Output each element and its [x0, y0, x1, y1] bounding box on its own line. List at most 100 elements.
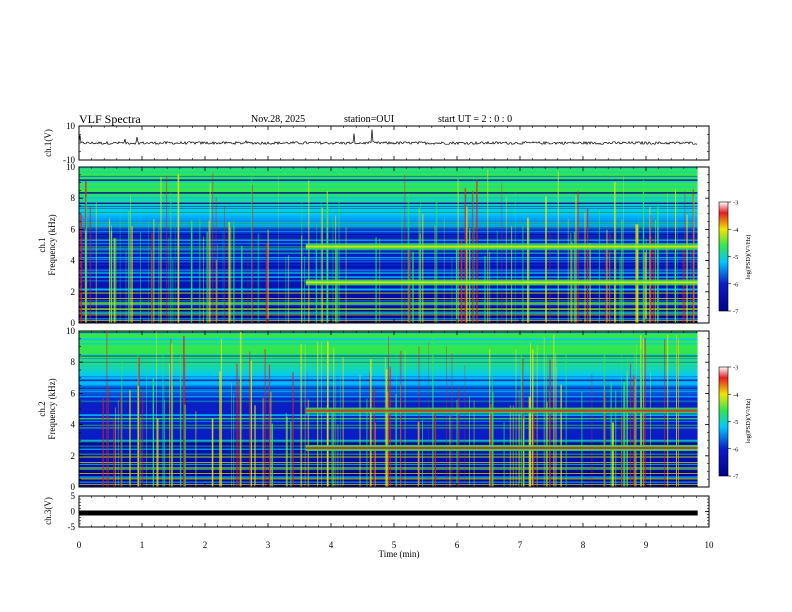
sferic-mark	[131, 226, 133, 323]
sferic-mark	[366, 398, 368, 487]
sferic-mark	[545, 196, 547, 323]
spectrogram-line	[79, 235, 698, 237]
sferic-mark	[457, 179, 459, 323]
sferic-mark	[384, 357, 386, 487]
spectrogram-line	[79, 177, 698, 179]
sferic-mark	[638, 216, 640, 323]
sferic-mark	[587, 208, 589, 323]
sferic-mark	[606, 229, 608, 323]
emission-band-core	[305, 245, 698, 248]
sferic-mark	[208, 220, 210, 323]
sferic-mark	[489, 251, 491, 323]
colorbar-tick-label: -3	[733, 200, 738, 207]
sferic-mark	[233, 225, 235, 323]
spectrogram-line	[79, 312, 698, 314]
sferic-mark	[140, 416, 142, 487]
sferic-mark	[335, 365, 337, 487]
sferic-mark	[80, 214, 82, 323]
sferic-mark	[646, 250, 647, 323]
sferic-mark	[290, 421, 292, 487]
sferic-mark	[657, 206, 659, 323]
spectrogram-line	[79, 242, 698, 245]
sferic-mark	[266, 242, 268, 323]
sferic-mark	[511, 226, 513, 323]
sferic-mark	[267, 229, 269, 323]
sferic-mark	[219, 371, 221, 487]
sferic-mark	[640, 349, 643, 487]
ch1-spec-ylabel-line2: Frequency (kHz)	[47, 214, 57, 275]
ch2-spec-ylabel-line1: ch.2	[37, 401, 47, 416]
sferic-mark	[484, 255, 486, 323]
sferic-mark	[142, 391, 144, 487]
sferic-mark	[137, 347, 139, 487]
spectrogram-line	[79, 318, 698, 321]
spectrogram-line	[79, 304, 698, 306]
sferic-mark	[674, 253, 676, 323]
spectrogram-hum-line	[79, 314, 698, 316]
sferic-mark	[428, 342, 429, 487]
spectrogram-line	[79, 167, 698, 169]
sferic-mark	[560, 384, 562, 487]
spectrogram-line	[79, 311, 698, 313]
sferic-mark	[179, 355, 182, 487]
sferic-mark	[304, 344, 306, 487]
colorbar-tick-label: -7	[733, 309, 739, 316]
sferic-mark	[657, 206, 658, 323]
sferic-mark	[418, 346, 420, 487]
ch1-waveform-line	[78, 129, 698, 146]
sferic-mark	[286, 416, 288, 487]
sferic-mark	[222, 231, 224, 323]
ch1-spec-ylabel-line1: ch.1	[37, 237, 47, 252]
sferic-mark	[491, 374, 493, 487]
spectrogram-line	[79, 212, 698, 213]
sferic-mark	[168, 237, 169, 323]
sferic-mark	[644, 252, 646, 323]
sferic-mark	[503, 422, 505, 487]
sferic-mark	[308, 180, 310, 323]
colorbar-tick-label: -5	[733, 254, 738, 261]
sferic-mark	[271, 423, 273, 487]
sferic-mark	[337, 424, 339, 487]
sferic-mark	[598, 209, 600, 323]
sferic-mark	[549, 359, 551, 487]
emission-band-core	[305, 281, 698, 284]
sferic-mark	[692, 189, 694, 323]
sferic-mark	[250, 360, 252, 487]
y-tick-label: -5	[68, 522, 76, 532]
sferic-mark	[152, 377, 154, 487]
ch1-waveform-panel	[78, 125, 710, 161]
spectrogram-line	[79, 308, 698, 309]
spectrogram-line	[79, 205, 698, 208]
sferic-mark	[575, 196, 577, 323]
sferic-mark	[464, 365, 466, 487]
sferic-mark	[603, 342, 606, 487]
y-tick-label: 0	[71, 318, 76, 328]
sferic-mark	[496, 230, 498, 323]
colorbar-tick-label: -4	[733, 227, 739, 234]
sferic-mark	[605, 249, 607, 323]
y-tick-label: -10	[63, 155, 75, 165]
sferic-mark	[649, 206, 651, 323]
sferic-mark	[146, 373, 147, 487]
chart-title: VLF Spectra	[79, 112, 141, 126]
spectrogram-line	[79, 262, 698, 264]
sferic-mark	[209, 183, 211, 323]
sferic-mark	[85, 197, 88, 323]
sferic-mark	[545, 351, 547, 487]
ch2-spectrogram-panel	[78, 330, 710, 488]
sferic-mark	[634, 379, 637, 487]
spectrogram-line	[79, 292, 698, 293]
sferic-mark	[565, 343, 567, 487]
spectrogram-line	[79, 317, 698, 320]
spectrogram-line	[79, 291, 698, 293]
sferic-mark	[610, 382, 612, 487]
ch2-spectrogram-image	[79, 331, 709, 488]
sferic-mark	[389, 366, 391, 487]
spectrogram-line	[79, 192, 698, 194]
sferic-mark	[677, 193, 678, 323]
spectrogram-line	[79, 233, 698, 235]
sferic-mark	[621, 416, 623, 487]
spectrogram-line	[79, 266, 698, 268]
sferic-mark	[443, 218, 445, 323]
sferic-mark	[228, 221, 231, 323]
